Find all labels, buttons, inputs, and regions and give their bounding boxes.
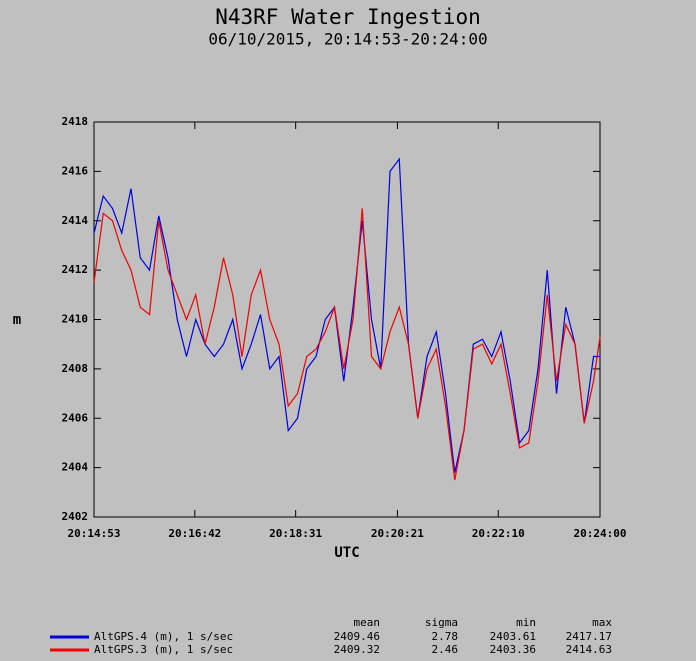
y-tick-label: 2404 xyxy=(62,461,89,474)
stat-value: 2409.32 xyxy=(334,643,380,656)
y-tick-label: 2402 xyxy=(62,510,89,523)
stat-header: mean xyxy=(354,616,381,629)
y-tick-label: 2418 xyxy=(62,115,89,128)
y-tick-label: 2408 xyxy=(62,362,89,375)
series-line xyxy=(93,208,601,481)
x-axis-label: UTC xyxy=(334,545,359,561)
x-tick-label: 20:24:00 xyxy=(574,527,627,540)
y-tick-label: 2414 xyxy=(62,214,89,227)
x-tick-label: 20:18:31 xyxy=(269,527,322,540)
stat-value: 2403.36 xyxy=(490,643,536,656)
stat-value: 2414.63 xyxy=(566,643,612,656)
y-tick-label: 2416 xyxy=(62,164,89,177)
stat-value: 2417.17 xyxy=(566,630,612,643)
stat-value: 2409.46 xyxy=(334,630,380,643)
y-axis-label: m xyxy=(13,312,21,328)
stat-header: sigma xyxy=(425,616,458,629)
stat-value: 2403.61 xyxy=(490,630,536,643)
x-tick-label: 20:14:53 xyxy=(68,527,121,540)
legend-label: AltGPS.4 (m), 1 s/sec xyxy=(94,630,233,643)
chart-subtitle: 06/10/2015, 20:14:53-20:24:00 xyxy=(208,30,487,49)
x-tick-label: 20:16:42 xyxy=(168,527,221,540)
legend-label: AltGPS.3 (m), 1 s/sec xyxy=(94,643,233,656)
stat-header: min xyxy=(516,616,536,629)
chart-title: N43RF Water Ingestion xyxy=(215,5,481,29)
y-tick-label: 2410 xyxy=(62,313,89,326)
stat-value: 2.46 xyxy=(432,643,459,656)
x-tick-label: 20:20:21 xyxy=(371,527,424,540)
stat-header: max xyxy=(592,616,612,629)
y-tick-label: 2412 xyxy=(62,263,89,276)
x-tick-label: 20:22:10 xyxy=(472,527,525,540)
stat-value: 2.78 xyxy=(432,630,459,643)
y-tick-label: 2406 xyxy=(62,411,89,424)
